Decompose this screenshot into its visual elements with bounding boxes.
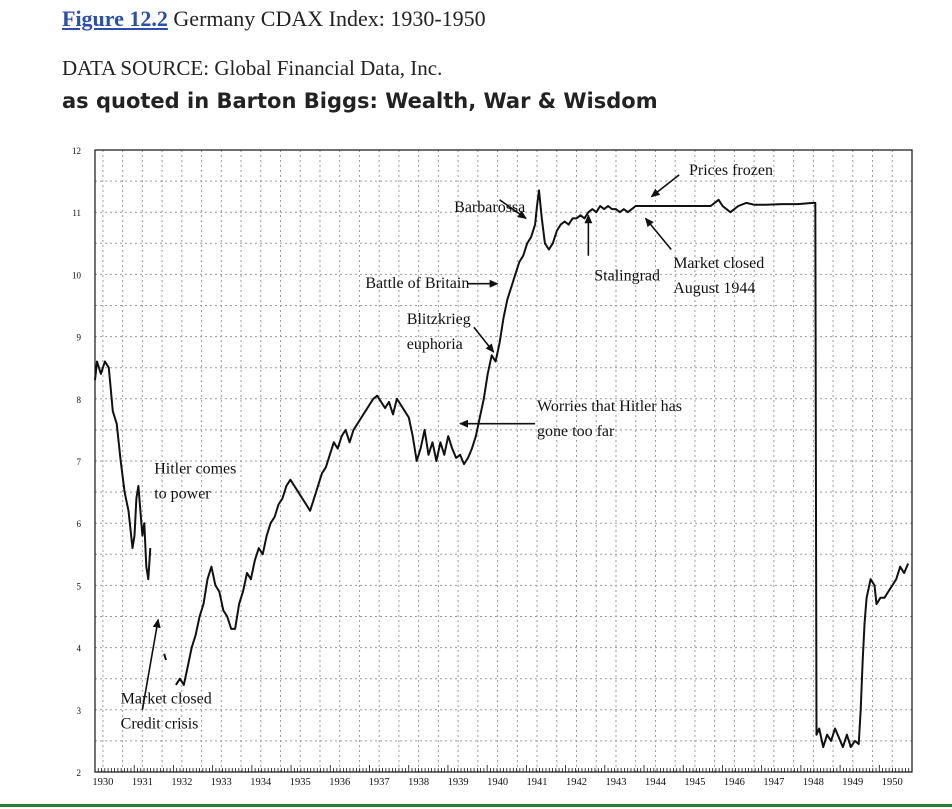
- annotation-label: Blitzkrieg: [407, 311, 471, 328]
- x-tick-label: 1941: [527, 777, 548, 788]
- data-source: DATA SOURCE: Global Financial Data, Inc.: [62, 56, 443, 80]
- arrow-market-closed: [644, 217, 672, 251]
- x-tick-label: 1942: [566, 777, 587, 788]
- y-tick-label: 6: [77, 519, 82, 529]
- series-line-cdax: [163, 653, 167, 661]
- x-tick-label: 1937: [369, 777, 390, 788]
- annotation-label: Stalingrad: [594, 268, 660, 285]
- x-tick-label: 1943: [605, 777, 626, 788]
- quoted-in: as quoted in Barton Biggs: Wealth, War &…: [62, 89, 658, 113]
- y-tick-label: 4: [77, 644, 82, 654]
- figure-label[interactable]: Figure 12.2: [62, 6, 168, 31]
- y-tick-label: 7: [77, 457, 82, 467]
- figure-title: Figure 12.2 Germany CDAX Index: 1930-195…: [62, 6, 486, 32]
- annotation-label: August 1944: [673, 280, 755, 297]
- x-tick-label: 1950: [882, 777, 903, 788]
- annotation-label: Barbarossa: [454, 199, 525, 216]
- annotation-label: Market closed: [673, 255, 764, 272]
- annotation-label: Credit crisis: [121, 715, 199, 732]
- x-tick-label: 1944: [645, 777, 667, 788]
- x-tick-label: 1933: [211, 777, 232, 788]
- x-tick-label: 1934: [250, 777, 272, 788]
- annotation-label: Market closed: [121, 691, 212, 708]
- x-tick-label: 1936: [329, 777, 350, 788]
- x-tick-label: 1938: [408, 777, 429, 788]
- x-tick-label: 1949: [842, 777, 863, 788]
- x-tick-label: 1932: [171, 777, 192, 788]
- x-tick-label: 1947: [763, 777, 784, 788]
- y-tick-label: 12: [72, 146, 81, 156]
- annotation-label: to power: [154, 485, 211, 502]
- x-tick-label: 1939: [448, 777, 469, 788]
- y-tick-label: 5: [77, 581, 82, 591]
- bottom-rule: [0, 804, 952, 807]
- y-tick-label: 9: [77, 333, 82, 343]
- y-tick-label: 3: [77, 706, 82, 716]
- y-tick-label: 8: [77, 395, 82, 405]
- y-tick-label: 2: [77, 768, 82, 778]
- series-line-cdax: [175, 189, 910, 749]
- x-tick-label: 1948: [803, 777, 824, 788]
- x-tick-label: 1930: [92, 777, 113, 788]
- x-tick-label: 1940: [487, 777, 508, 788]
- x-tick-label: 1931: [132, 777, 153, 788]
- figure-title-text: Germany CDAX Index: 1930-1950: [173, 6, 486, 31]
- annotation-label: Worries that Hitler has: [537, 398, 682, 415]
- arrow-blitzkrieg: [473, 326, 495, 353]
- x-tick-label: 1935: [290, 777, 311, 788]
- series-line-cdax: [94, 360, 152, 581]
- y-tick-label: 11: [72, 208, 81, 218]
- arrow-hitler: [141, 618, 161, 710]
- annotation-label: euphoria: [407, 336, 463, 353]
- annotation-label: Prices frozen: [689, 162, 773, 179]
- arrow-barbarossa: [499, 199, 527, 220]
- y-tick-label: 10: [72, 270, 82, 280]
- x-tick-label: 1945: [684, 777, 705, 788]
- annotation-label: gone too far: [537, 423, 615, 440]
- annotation-label: Hitler comes: [154, 460, 236, 477]
- arrow-prices-frozen: [650, 174, 680, 198]
- annotation-label: Battle of Britain: [365, 275, 469, 292]
- x-tick-label: 1946: [724, 777, 745, 788]
